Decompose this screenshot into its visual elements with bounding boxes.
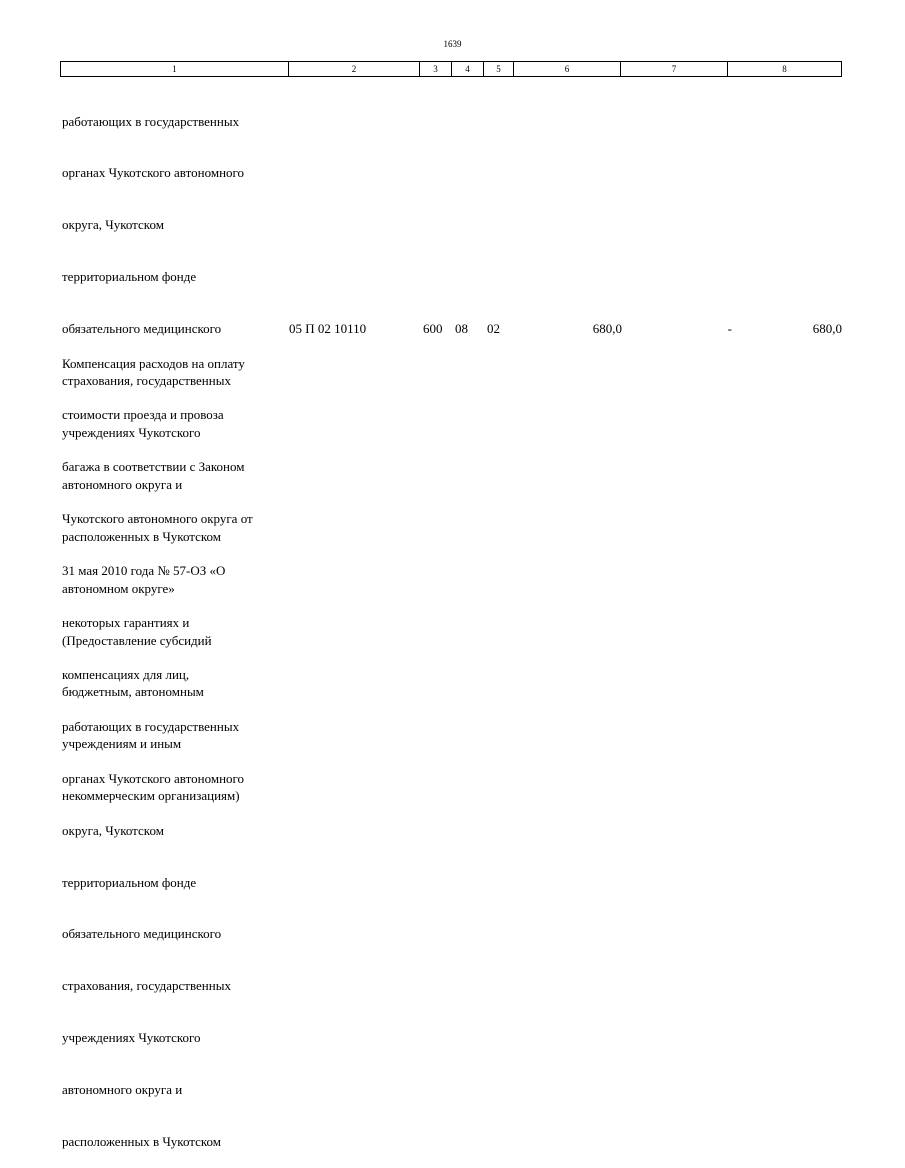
text-line: багажа в соответствии с Законом xyxy=(62,459,245,475)
text-line: автономного округа и xyxy=(62,476,183,492)
column-header-6: 6 xyxy=(513,61,621,77)
row-code: 05 П 02 10110 xyxy=(289,321,367,336)
text-line: территориальном фонде xyxy=(62,269,197,285)
text-line: учреждениях Чукотского xyxy=(62,1030,201,1046)
column-header-3: 3 xyxy=(419,61,452,77)
text-line: обязательного медицинского xyxy=(62,926,222,942)
column-header-table: 1 2 3 4 5 6 7 8 xyxy=(60,61,842,77)
text-line: расположенных в Чукотском xyxy=(62,1133,222,1149)
text-line: компенсациях для лиц, xyxy=(62,666,190,682)
text-line: округа, Чукотском xyxy=(62,217,164,233)
text-line: некоторых гарантиях и xyxy=(62,615,190,631)
column-header-row: 1 2 3 4 5 6 7 8 xyxy=(60,61,842,77)
text-line: округа, Чукотском xyxy=(62,822,164,838)
text-line: Чукотского автономного округа от xyxy=(62,511,253,527)
text-line: обязательного медицинского xyxy=(62,321,222,337)
row-description: Компенсация расходов на оплату стоимости… xyxy=(62,320,284,1168)
text-line: автономном округе» xyxy=(62,580,175,596)
column-header-2: 2 xyxy=(288,61,420,77)
text-line: расположенных в Чукотском xyxy=(62,528,222,544)
row-column-5: 02 xyxy=(487,321,500,336)
column-header-7: 7 xyxy=(620,61,728,77)
row-column-4: 08 xyxy=(455,321,468,336)
column-header-5: 5 xyxy=(483,61,514,77)
text-line: органах Чукотского автономного xyxy=(62,165,245,181)
column-header-1: 1 xyxy=(60,61,289,77)
text-line: территориальном фонде xyxy=(62,874,197,890)
text-line: страхования, государственных xyxy=(62,373,231,389)
row-column-3: 600 xyxy=(423,321,443,336)
text-line: 31 мая 2010 года № 57-ОЗ «О xyxy=(62,563,226,579)
page-number: 1639 xyxy=(443,39,462,49)
text-line: Компенсация расходов на оплату xyxy=(62,355,245,371)
text-line: органах Чукотского автономного xyxy=(62,770,245,786)
row-column-8: 680,0 xyxy=(812,321,842,336)
text-line: учреждениях Чукотского xyxy=(62,424,201,440)
row-column-6: 680,0 xyxy=(592,321,622,336)
text-line: работающих в государственных xyxy=(62,718,240,734)
text-line: страхования, государственных xyxy=(62,978,231,994)
text-line: стоимости проезда и провоза xyxy=(62,407,224,423)
column-header-4: 4 xyxy=(451,61,484,77)
row-column-7: - xyxy=(727,321,732,336)
column-header-8: 8 xyxy=(727,61,842,77)
text-line: работающих в государственных xyxy=(62,113,240,129)
text-line: автономного округа и xyxy=(62,1082,183,1098)
